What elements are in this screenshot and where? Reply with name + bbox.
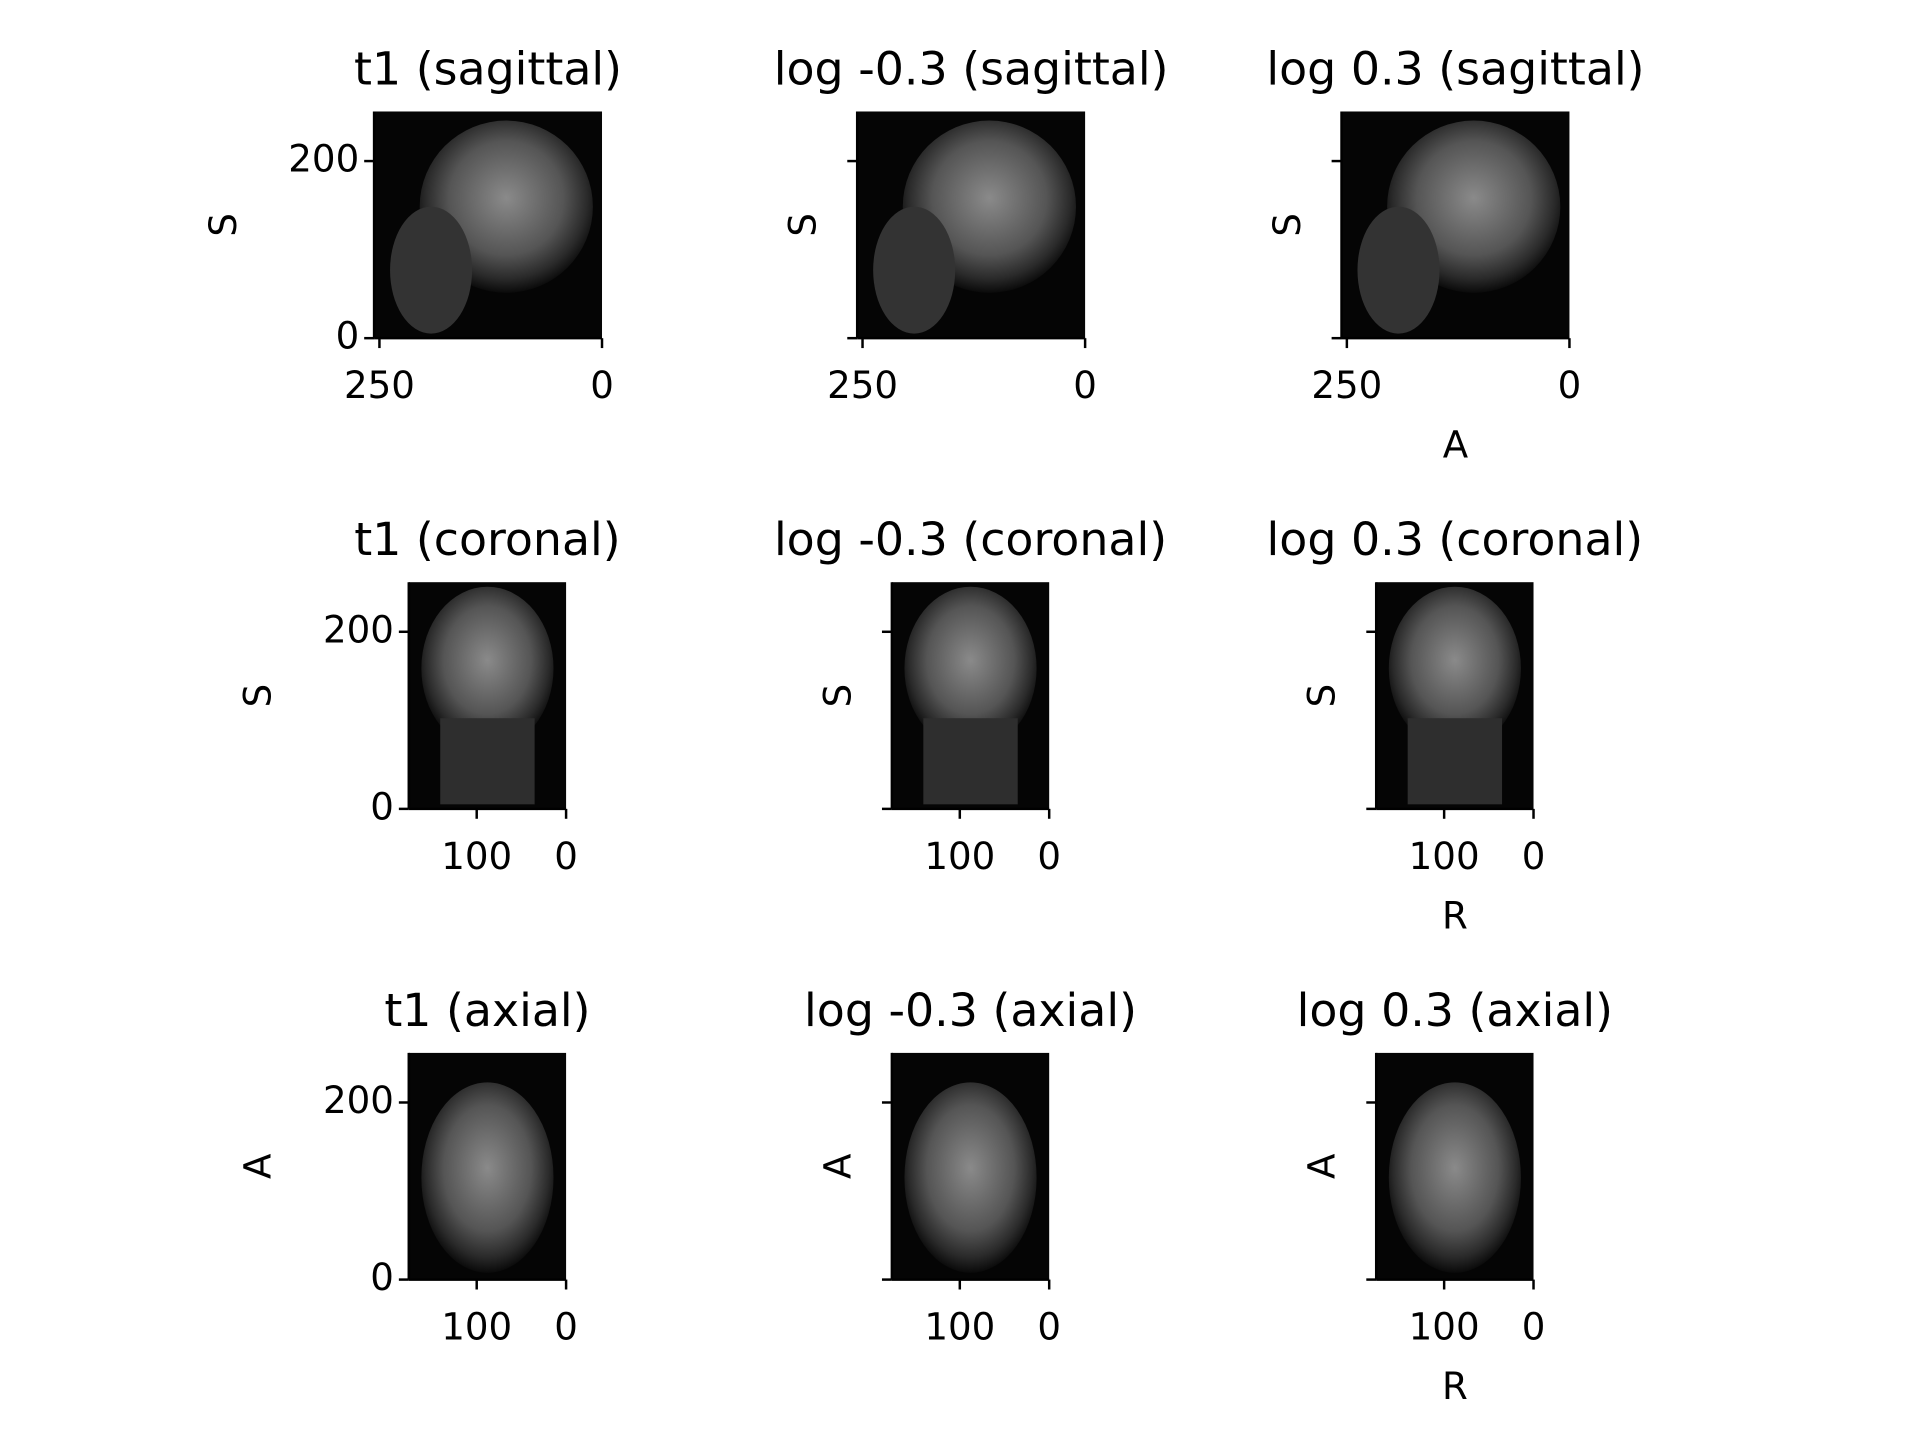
x-axis-label: R [1442,1365,1468,1408]
y-axis-label: S [816,684,859,708]
face [1357,206,1440,334]
head-outline [1388,1082,1521,1273]
y-axis-label: S [237,684,280,708]
x-tick-label: 100 [441,1306,512,1349]
x-tick-label: 100 [924,1306,995,1349]
neck [923,718,1018,805]
panel-title: log -0.3 (axial) [804,983,1137,1037]
x-tick-label: 0 [1522,1306,1546,1349]
x-tick-label: 0 [554,1306,578,1349]
head-outline [1388,586,1521,750]
y-tick-label: 200 [323,608,394,651]
y-axis-label: S [1266,213,1309,237]
y-axis-label: S [782,213,825,237]
x-tick-label: 0 [1073,364,1097,407]
y-tick-label: 0 [370,1256,394,1299]
y-tick-label: 200 [288,138,359,181]
x-tick-label: 100 [1409,1306,1480,1349]
x-tick-label: 100 [924,835,995,878]
head-outline [904,586,1037,750]
y-axis-label: A [237,1153,280,1179]
y-tick-label: 0 [336,315,360,358]
y-tick-label: 0 [370,785,394,828]
panel-title: log -0.3 (sagittal) [774,41,1169,95]
y-tick-label: 200 [323,1079,394,1122]
head-outline [421,586,554,750]
face [873,206,956,334]
x-axis-label: A [1443,424,1469,467]
x-tick-label: 0 [590,364,614,407]
head-outline [421,1082,554,1273]
y-axis-label: S [202,213,245,237]
x-tick-label: 0 [1522,835,1546,878]
y-axis-label: A [1301,1153,1344,1179]
x-tick-label: 250 [344,364,415,407]
x-tick-label: 0 [554,835,578,878]
panel-title: t1 (coronal) [354,512,620,566]
panel-title: t1 (sagittal) [354,41,622,95]
x-tick-label: 100 [1409,835,1480,878]
panel-title: log 0.3 (axial) [1297,983,1613,1037]
x-tick-label: 100 [441,835,512,878]
neck [1407,718,1503,805]
x-tick-label: 0 [1037,1306,1061,1349]
x-axis-label: R [1442,894,1468,937]
head-outline [904,1082,1037,1273]
y-axis-label: A [816,1153,859,1179]
panel-title: log -0.3 (coronal) [774,512,1167,566]
x-tick-label: 0 [1037,835,1061,878]
x-tick-label: 250 [1311,364,1382,407]
x-tick-label: 0 [1558,364,1582,407]
panel-title: t1 (axial) [384,983,590,1037]
panel-title: log 0.3 (coronal) [1267,512,1644,566]
face [390,206,473,334]
panel-title: log 0.3 (sagittal) [1266,41,1644,95]
neck [440,718,535,805]
x-tick-label: 250 [827,364,898,407]
y-axis-label: S [1301,684,1344,708]
